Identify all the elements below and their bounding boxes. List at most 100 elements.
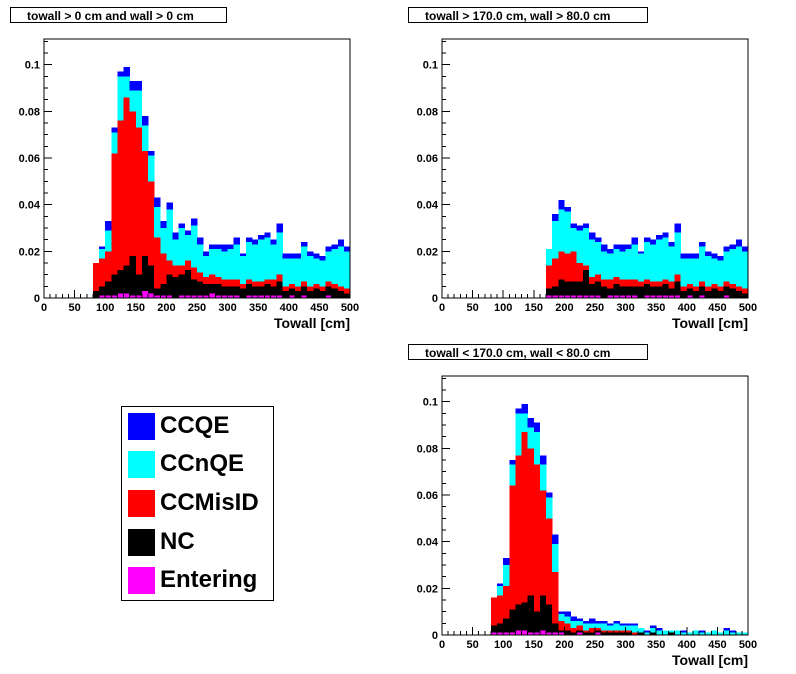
bar-ccqe-bin-18 <box>552 534 559 544</box>
y-tick-label-0.02: 0.02 <box>417 583 438 595</box>
bar-entering-bin-40 <box>288 295 296 298</box>
bar-ccqe-bin-47 <box>729 244 737 249</box>
bar-entering-bin-15 <box>533 632 541 635</box>
bar-ccmisid-bin-20 <box>564 253 571 282</box>
bar-ccqe-bin-19 <box>558 200 565 210</box>
bar-nc-bin-9 <box>497 623 504 633</box>
bar-nc-bin-19 <box>558 279 565 296</box>
bar-ccqe-bin-15 <box>135 81 143 91</box>
bar-entering-bin-10 <box>105 295 112 298</box>
bar-nc-bin-30 <box>227 286 235 296</box>
bar-nc-bin-44 <box>711 288 718 298</box>
y-tick-label-0.1: 0.1 <box>423 60 438 72</box>
bar-nc-bin-23 <box>184 270 192 296</box>
bar-ccnqe-bin-24 <box>190 225 198 268</box>
bar-nc-bin-36 <box>662 284 669 296</box>
bar-ccnqe-bin-9 <box>497 586 504 596</box>
bar-ccmisid-bin-31 <box>233 279 241 287</box>
bar-nc-bin-32 <box>637 286 645 298</box>
bar-ccqe-bin-35 <box>656 235 663 240</box>
y-tick-label-0: 0 <box>432 630 438 642</box>
bar-ccmisid-bin-23 <box>582 265 590 270</box>
bar-ccqe-bin-14 <box>129 81 137 91</box>
bar-ccmisid-bin-49 <box>343 288 351 294</box>
bar-ccqe-bin-15 <box>533 422 541 432</box>
legend-label-nc: NC <box>160 528 195 555</box>
bar-ccmisid-bin-11 <box>111 153 118 275</box>
bar-ccqe-bin-31 <box>631 237 639 245</box>
bar-ccqe-bin-16 <box>141 116 149 126</box>
x-tick-label-450: 450 <box>708 302 726 314</box>
bar-ccnqe-bin-40 <box>288 258 296 284</box>
ccqe-swatch <box>128 413 155 440</box>
bar-ccnqe-bin-40 <box>686 258 694 284</box>
bar-ccnqe-bin-38 <box>674 232 681 275</box>
bar-ccqe-bin-35 <box>258 235 265 240</box>
bar-ccmisid-bin-40 <box>686 284 694 289</box>
bar-ccqe-bin-33 <box>245 237 253 242</box>
bar-entering-bin-18 <box>552 632 559 635</box>
bar-entering-bin-42 <box>301 295 308 298</box>
bar-nc-bin-25 <box>595 630 602 633</box>
bar-ccqe-bin-23 <box>582 621 590 624</box>
bar-nc-bin-10 <box>503 618 510 633</box>
x-tick-label-100: 100 <box>494 302 512 314</box>
bar-ccnqe-bin-17 <box>546 249 553 266</box>
bar-nc-bin-32 <box>637 632 645 635</box>
bar-ccmisid-bin-46 <box>723 281 730 287</box>
bar-ccnqe-bin-9 <box>99 249 106 259</box>
bar-ccqe-bin-13 <box>521 404 528 414</box>
bar-ccnqe-bin-46 <box>325 251 332 282</box>
bar-nc-bin-46 <box>325 286 332 296</box>
bar-ccqe-bin-30 <box>625 623 633 626</box>
x-tick-label-150: 150 <box>525 302 543 314</box>
bar-ccqe-bin-39 <box>680 630 688 633</box>
bar-nc-bin-8 <box>490 625 498 633</box>
bar-nc-bin-29 <box>221 286 228 296</box>
bar-ccmisid-bin-16 <box>141 151 149 256</box>
bar-ccnqe-bin-20 <box>166 209 173 261</box>
bar-entering-bin-26 <box>203 295 210 298</box>
bar-ccqe-bin-25 <box>595 237 602 242</box>
bar-nc-bin-47 <box>729 288 737 298</box>
panel-all-title: towall > 0 cm and wall > 0 cm <box>10 7 227 23</box>
bar-nc-bin-33 <box>643 284 651 296</box>
bar-ccmisid-bin-8 <box>92 263 100 291</box>
bar-ccqe-bin-29 <box>619 244 626 252</box>
bar-entering-bin-9 <box>99 295 106 298</box>
bar-ccmisid-bin-23 <box>582 630 590 633</box>
x-tick-label-400: 400 <box>280 302 298 314</box>
bar-ccmisid-bin-44 <box>313 284 320 289</box>
bar-nc-bin-26 <box>203 284 210 296</box>
bar-ccmisid-bin-30 <box>625 630 633 633</box>
bar-ccnqe-bin-23 <box>184 235 192 261</box>
bar-ccmisid-bin-43 <box>705 286 712 291</box>
bar-ccnqe-bin-31 <box>631 625 639 633</box>
bar-ccqe-bin-12 <box>515 408 522 414</box>
bar-ccqe-bin-46 <box>325 246 332 252</box>
bar-ccmisid-bin-42 <box>301 281 308 287</box>
bar-ccmisid-bin-8 <box>490 597 498 626</box>
x-axis-label: Towall [cm] <box>672 315 748 331</box>
bar-ccnqe-bin-16 <box>539 464 547 491</box>
bar-nc-bin-27 <box>607 288 614 296</box>
bar-ccqe-bin-42 <box>699 630 706 633</box>
bar-entering-bin-27 <box>607 295 614 298</box>
bar-entering-bin-40 <box>686 295 694 298</box>
bar-nc-bin-48 <box>735 291 743 298</box>
bar-entering-bin-37 <box>270 295 277 298</box>
bar-nc-bin-29 <box>619 286 626 296</box>
bar-ccnqe-bin-39 <box>680 632 688 635</box>
bar-nc-bin-29 <box>619 632 626 635</box>
bar-ccnqe-bin-38 <box>276 232 283 275</box>
bar-ccmisid-bin-41 <box>294 286 302 291</box>
bar-ccnqe-bin-30 <box>625 625 633 631</box>
bar-ccqe-bin-35 <box>656 628 663 631</box>
bar-ccqe-bin-21 <box>570 223 577 228</box>
bar-ccmisid-bin-36 <box>662 279 669 284</box>
bar-ccnqe-bin-33 <box>643 632 651 635</box>
bar-ccmisid-bin-30 <box>227 279 235 287</box>
bar-ccqe-bin-43 <box>705 251 712 256</box>
bar-nc-bin-20 <box>564 281 571 296</box>
